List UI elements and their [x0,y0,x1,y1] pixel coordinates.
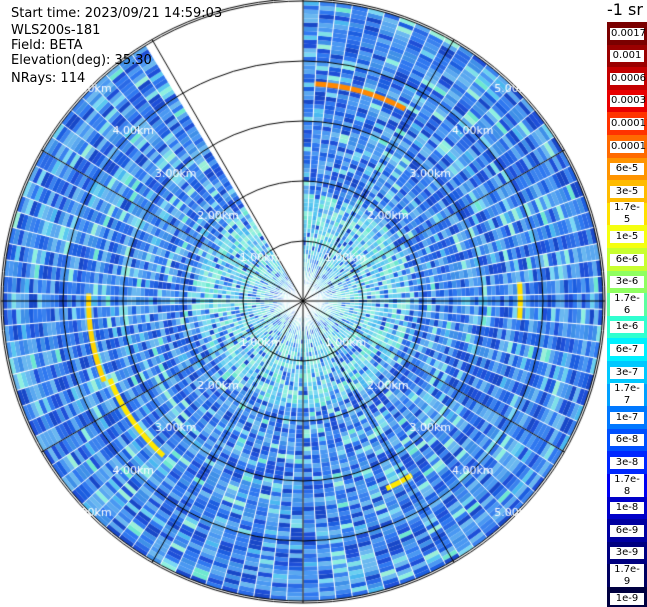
colorbar-tick-label: 1e-5 [610,230,644,243]
colorbar-step: 1.7e-5 [607,202,647,227]
colorbar-tick-label: 1.7e-7 [610,383,644,408]
colorbar-tick-label: 3e-9 [610,547,644,560]
colorbar-tick-label: 3e-5 [610,185,644,198]
colorbar-tick-label: 6e-6 [610,253,644,266]
colorbar-step: 1.7e-9 [607,563,647,588]
colorbar-step: 3e-6 [607,270,647,294]
colorbar-title: -1 sr [607,0,643,19]
colorbar-tick-label: 0.0017 [610,27,646,40]
colorbar-tick-label: 0.001 [610,50,644,63]
colorbar-step: 1e-6 [607,315,647,339]
colorbar-tick-label: 1e-6 [610,321,644,334]
colorbar-step: 3e-8 [607,451,647,475]
colorbar-step: 1.7e-8 [607,473,647,498]
colorbar-step: 3e-7 [607,361,647,385]
colorbar-tick-label: 6e-8 [610,434,644,447]
colorbar-tick-label: 1.7e-9 [610,563,644,588]
colorbar-step: 1e-8 [607,496,647,520]
colorbar-tick-label: 6e-5 [610,163,644,176]
instrument-label: WLS200s-181 [11,23,101,38]
colorbar-step: 0.0006 [607,67,647,91]
colorbar-tick-label: 3e-7 [610,366,644,379]
colorbar-tick-label: 6e-9 [610,524,644,537]
colorbar-tick-label: 1e-9 [610,592,644,605]
colorbar-step: 6e-9 [607,519,647,543]
field-label: Field: BETA [11,38,83,53]
elevation-label: Elevation(deg): 35.30 [11,53,152,68]
colorbar-tick-label: 1e-8 [610,502,644,515]
colorbar-tick-label: 0.0001 [610,140,646,153]
colorbar-step: 3e-5 [607,180,647,204]
colorbar-step: 0.0017 [607,22,647,46]
colorbar-step: 1e-9 [607,587,647,607]
colorbar-tick-label: 6e-7 [610,343,644,356]
colorbar-step: 6e-8 [607,428,647,452]
colorbar-step: 1e-5 [607,225,647,249]
colorbar-tick-label: 0.0006 [610,72,646,85]
colorbar-step: 1e-7 [607,406,647,430]
colorbar-step: 0.0003 [607,89,647,113]
colorbar-step: 1.7e-6 [607,292,647,317]
start-time-label: Start time: 2023/09/21 14:59:03 [11,6,223,21]
colorbar-tick-label: 0.00017 [610,117,647,130]
colorbar-tick-label: 3e-6 [610,276,644,289]
colorbar-tick-label: 0.0003 [610,95,646,108]
colorbar-step: 1.7e-7 [607,383,647,408]
colorbar-tick-label: 1.7e-5 [610,202,644,227]
colorbar-tick-label: 1.7e-6 [610,292,644,317]
colorbar-tick-label: 1e-7 [610,411,644,424]
colorbar-step: 0.00017 [607,112,647,136]
colorbar-tick-label: 3e-8 [610,456,644,469]
colorbar-step: 6e-5 [607,157,647,181]
colorbar-step: 6e-7 [607,338,647,362]
nrays-label: NRays: 114 [11,71,86,86]
colorbar-tick-label: 1.7e-8 [610,473,644,498]
colorbar-step: 3e-9 [607,541,647,565]
colorbar-step: 6e-6 [607,248,647,272]
colorbar-step: 0.001 [607,44,647,68]
colorbar-step: 0.0001 [607,135,647,159]
